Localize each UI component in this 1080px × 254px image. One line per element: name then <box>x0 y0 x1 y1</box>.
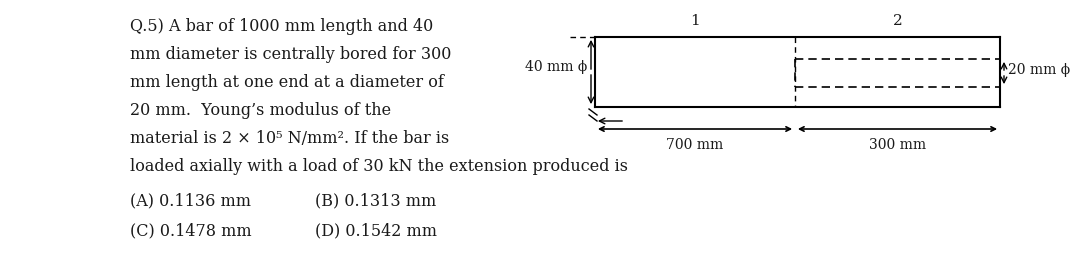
Text: (A) 0.1136 mm: (A) 0.1136 mm <box>130 191 251 208</box>
Text: (D) 0.1542 mm: (D) 0.1542 mm <box>315 221 437 238</box>
Text: 20 mm.  Young’s modulus of the: 20 mm. Young’s modulus of the <box>130 102 391 119</box>
Text: Q.5) A bar of 1000 mm length and 40: Q.5) A bar of 1000 mm length and 40 <box>130 18 433 35</box>
Text: material is 2 × 10⁵ N/mm². If the bar is: material is 2 × 10⁵ N/mm². If the bar is <box>130 130 449 146</box>
Text: loaded axially with a load of 30 kN the extension produced is: loaded axially with a load of 30 kN the … <box>130 157 627 174</box>
Text: 1: 1 <box>690 14 700 28</box>
Text: mm diameter is centrally bored for 300: mm diameter is centrally bored for 300 <box>130 46 451 63</box>
Text: 300 mm: 300 mm <box>869 137 926 151</box>
Text: (C) 0.1478 mm: (C) 0.1478 mm <box>130 221 252 238</box>
Text: mm length at one end at a diameter of: mm length at one end at a diameter of <box>130 74 444 91</box>
Text: 40 mm ϕ: 40 mm ϕ <box>525 60 588 74</box>
Text: 2: 2 <box>893 14 903 28</box>
Text: 20 mm ϕ: 20 mm ϕ <box>1008 63 1070 77</box>
Text: 700 mm: 700 mm <box>666 137 724 151</box>
Text: (B) 0.1313 mm: (B) 0.1313 mm <box>315 191 436 208</box>
